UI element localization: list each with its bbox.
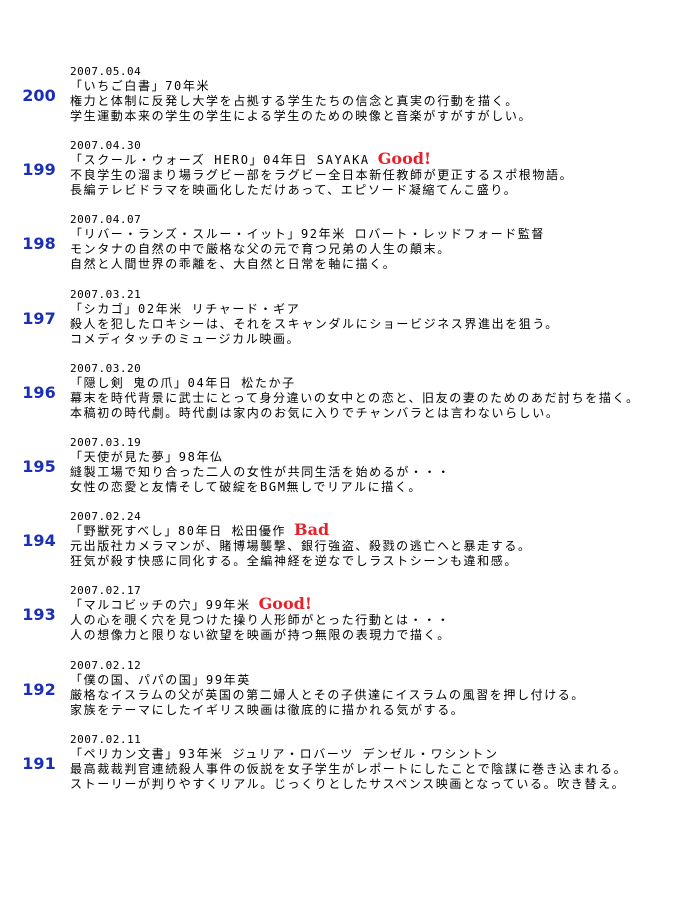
movie-title: 「隠し剣 鬼の爪」04年日 松たか子 [70,375,296,390]
review-entry: 199 2007.04.30 「スクール・ウォーズ HERO」04年日 SAYAKA… [0,138,680,210]
review-line: 長編テレビドラマを映画化しただけあって、エピソード凝縮てんこ盛り。 [70,183,518,198]
review-text: 2007.02.17 「マルコビッチの穴」99年米 Good! 人の心を覗く穴を見つけ… [70,583,451,643]
review-entry: 192 2007.02.12 「僕の国、パパの国」99年英 厳格なイスラムの父が英国の… [0,658,680,730]
review-line: モンタナの自然の中で厳格な父の元で育つ兄弟の人生の顛末。 [70,242,451,257]
movie-title-line: 「リバー・ランズ・スルー・イット」92年米 ロバート・レッドフォード監督 [70,227,545,242]
review-entry: 195 2007.03.19 「天使が見た夢」98年仏 縫製工場で知り合った二人の女性… [0,435,680,507]
review-line: 権力と体制に反発し大学を占拠する学生たちの信念と真実の行動を描く。 [70,94,519,108]
review-text: 2007.02.11 「ペリカン文書」93年米 ジュリア・ロバーツ デンゼル・ワシ… [70,732,627,792]
movie-title: 「僕の国、パパの国」99年英 [70,672,251,687]
review-date: 2007.04.07 [70,213,142,227]
review-number: 191 [22,753,56,773]
movie-title-line: 「マルコビッチの穴」99年米 Good! [70,596,451,613]
review-number: 194 [22,531,56,551]
rating-badge: Good! [377,149,431,169]
review-line: 元出版社カメラマンが、賭博場襲撃、銀行強盗、殺戮の逃亡へと暴走する。 [70,539,532,554]
review-entry: 200 2007.05.04 「いちご白書」70年米 権力と体制に反発し大学を占拠する… [0,64,680,136]
review-line: 学生運動本来の学生の学生による学生のための映像と音楽がすがすがしい。 [70,109,533,123]
movie-title-line: 「スクール・ウォーズ HERO」04年日 SAYAKA Good! [70,151,573,168]
review-line: 殺人を犯したロキシーは、それをスキャンダルにショービジネス界進出を狙う。 [70,316,559,331]
review-number: 199 [22,160,56,180]
review-date: 2007.03.20 [70,361,142,375]
review-number: 197 [22,308,56,328]
review-text: 2007.02.24 「野獣死すべし」80年日 松田優作 Bad 元出版社カメラマンが… [70,509,532,569]
review-number: 198 [22,234,56,254]
review-number: 196 [22,382,56,402]
review-entry: 194 2007.02.24 「野獣死すべし」80年日 松田優作 Bad 元出版社カメラ… [0,509,680,581]
movie-title-line: 「いちご白書」70年米 [70,79,532,94]
review-entry: 193 2007.02.17 「マルコビッチの穴」99年米 Good! 人の心を覗く穴を… [0,583,680,655]
review-text: 2007.03.21 「シカゴ」02年米 リチャード・ギア 殺人を犯したロキシーは、… [70,287,559,347]
movie-title-line: 「野獣死すべし」80年日 松田優作 Bad [70,522,532,539]
review-line: 最高裁裁判官連続殺人事件の仮説を女子学生がレポートにしたことで陰謀に巻き込まれる… [70,761,628,776]
review-entry: 197 2007.03.21 「シカゴ」02年米 リチャード・ギア 殺人を犯したロキシ… [0,287,680,359]
movie-title-line: 「隠し剣 鬼の爪」04年日 松たか子 [70,376,640,391]
review-date: 2007.03.19 [70,436,142,449]
rating-badge: Bad [294,520,330,540]
movie-title-line: 「シカゴ」02年米 リチャード・ギア [70,302,559,317]
review-entry: 191 2007.02.11 「ペリカン文書」93年米 ジュリア・ロバーツ デンゼル… [0,732,680,804]
review-line: 不良学生の溜まり場ラグビー部をラグビー全日本新任教師が更正するスポ根物語。 [70,168,574,183]
movie-title: 「マルコビッチの穴」99年米 [70,598,251,613]
movie-title: 「シカゴ」02年米 リチャード・ギア [70,301,301,316]
review-number: 200 [22,86,56,105]
review-date: 2007.05.04 [70,65,142,78]
review-line: 家族をテーマにしたイギリス映画は徹底的に描かれる気がする。 [70,702,465,717]
review-date: 2007.04.30 [70,139,142,153]
review-line: 幕末を時代背景に武士にとって身分違いの女中との恋と、旧友の妻のためのあだ討ちを描… [70,390,640,405]
review-line: 人の心を覗く穴を見つけた操り人形師がとった行動とは・・・ [70,613,451,628]
rating-badge: Good! [258,594,312,614]
movie-title: 「野獣死すべし」80年日 松田優作 [70,524,287,539]
review-text: 2007.04.30 「スクール・ウォーズ HERO」04年日 SAYAKA Goo… [70,138,573,198]
review-line: ストーリーが判りやすくリアル。じっくりとしたサスペンス映画となっている。吹き替え… [70,776,626,791]
review-text: 2007.05.04 「いちご白書」70年米 権力と体制に反発し大学を占拠する学生た… [70,64,532,124]
movie-title-line: 「天使が見た夢」98年仏 [70,450,451,465]
review-line: 自然と人間世界の乖離を、大自然と日常を軸に描く。 [70,257,397,272]
review-date: 2007.02.17 [70,584,142,598]
review-entry: 196 2007.03.20 「隠し剣 鬼の爪」04年日 松たか子 幕末を時代背景に武… [0,361,680,433]
review-text: 2007.03.20 「隠し剣 鬼の爪」04年日 松たか子 幕末を時代背景に武士にと… [70,361,640,421]
review-line: 厳格なイスラムの父が英国の第二婦人とその子供達にイスラムの風習を押し付ける。 [70,687,586,702]
review-date: 2007.02.11 [70,732,142,746]
review-line: コメディタッチのミュージカル映画。 [70,331,301,346]
movie-title: 「リバー・ランズ・スルー・イット」92年米 ロバート・レッドフォード監督 [70,227,546,242]
review-line: 人の想像力と限りない欲望を映画が持つ無限の表現力で描く。 [70,628,451,643]
review-line: 狂気が殺す快感に同化する。全編神経を逆なでしラストシーンも違和感。 [70,554,518,569]
review-entry: 198 2007.04.07 「リバー・ランズ・スルー・イット」92年米 ロバート・… [0,212,680,284]
review-number: 192 [22,679,56,699]
movie-title: 「スクール・ウォーズ HERO」04年日 SAYAKA [70,153,370,168]
review-number: 195 [22,457,56,476]
review-number: 193 [22,605,56,625]
movie-title: 「ペリカン文書」93年米 ジュリア・ロバーツ デンゼル・ワシントン [70,746,499,761]
review-line: 縫製工場で知り合った二人の女性が共同生活を始めるが・・・ [70,465,451,479]
review-line: 本稿初の時代劇。時代劇は家内のお気に入りでチャンバラとは言わないらしい。 [70,405,560,420]
review-date: 2007.03.21 [70,287,142,301]
movie-title: 「天使が見た夢」98年仏 [70,450,224,464]
movie-title: 「いちご白書」70年米 [70,79,211,93]
review-text: 2007.02.12 「僕の国、パパの国」99年英 厳格なイスラムの父が英国の第二婦… [70,658,585,718]
review-date: 2007.02.12 [70,658,142,672]
review-line: 女性の恋愛と友情そして破綻をBGM無しでリアルに描く。 [70,480,423,494]
review-text: 2007.04.07 「リバー・ランズ・スルー・イット」92年米 ロバート・レッド… [70,212,545,272]
review-date: 2007.02.24 [70,510,142,524]
review-text: 2007.03.19 「天使が見た夢」98年仏 縫製工場で知り合った二人の女性が共同… [70,435,451,495]
movie-title-line: 「僕の国、パパの国」99年英 [70,673,585,688]
movie-title-line: 「ペリカン文書」93年米 ジュリア・ロバーツ デンゼル・ワシントン [70,747,627,762]
